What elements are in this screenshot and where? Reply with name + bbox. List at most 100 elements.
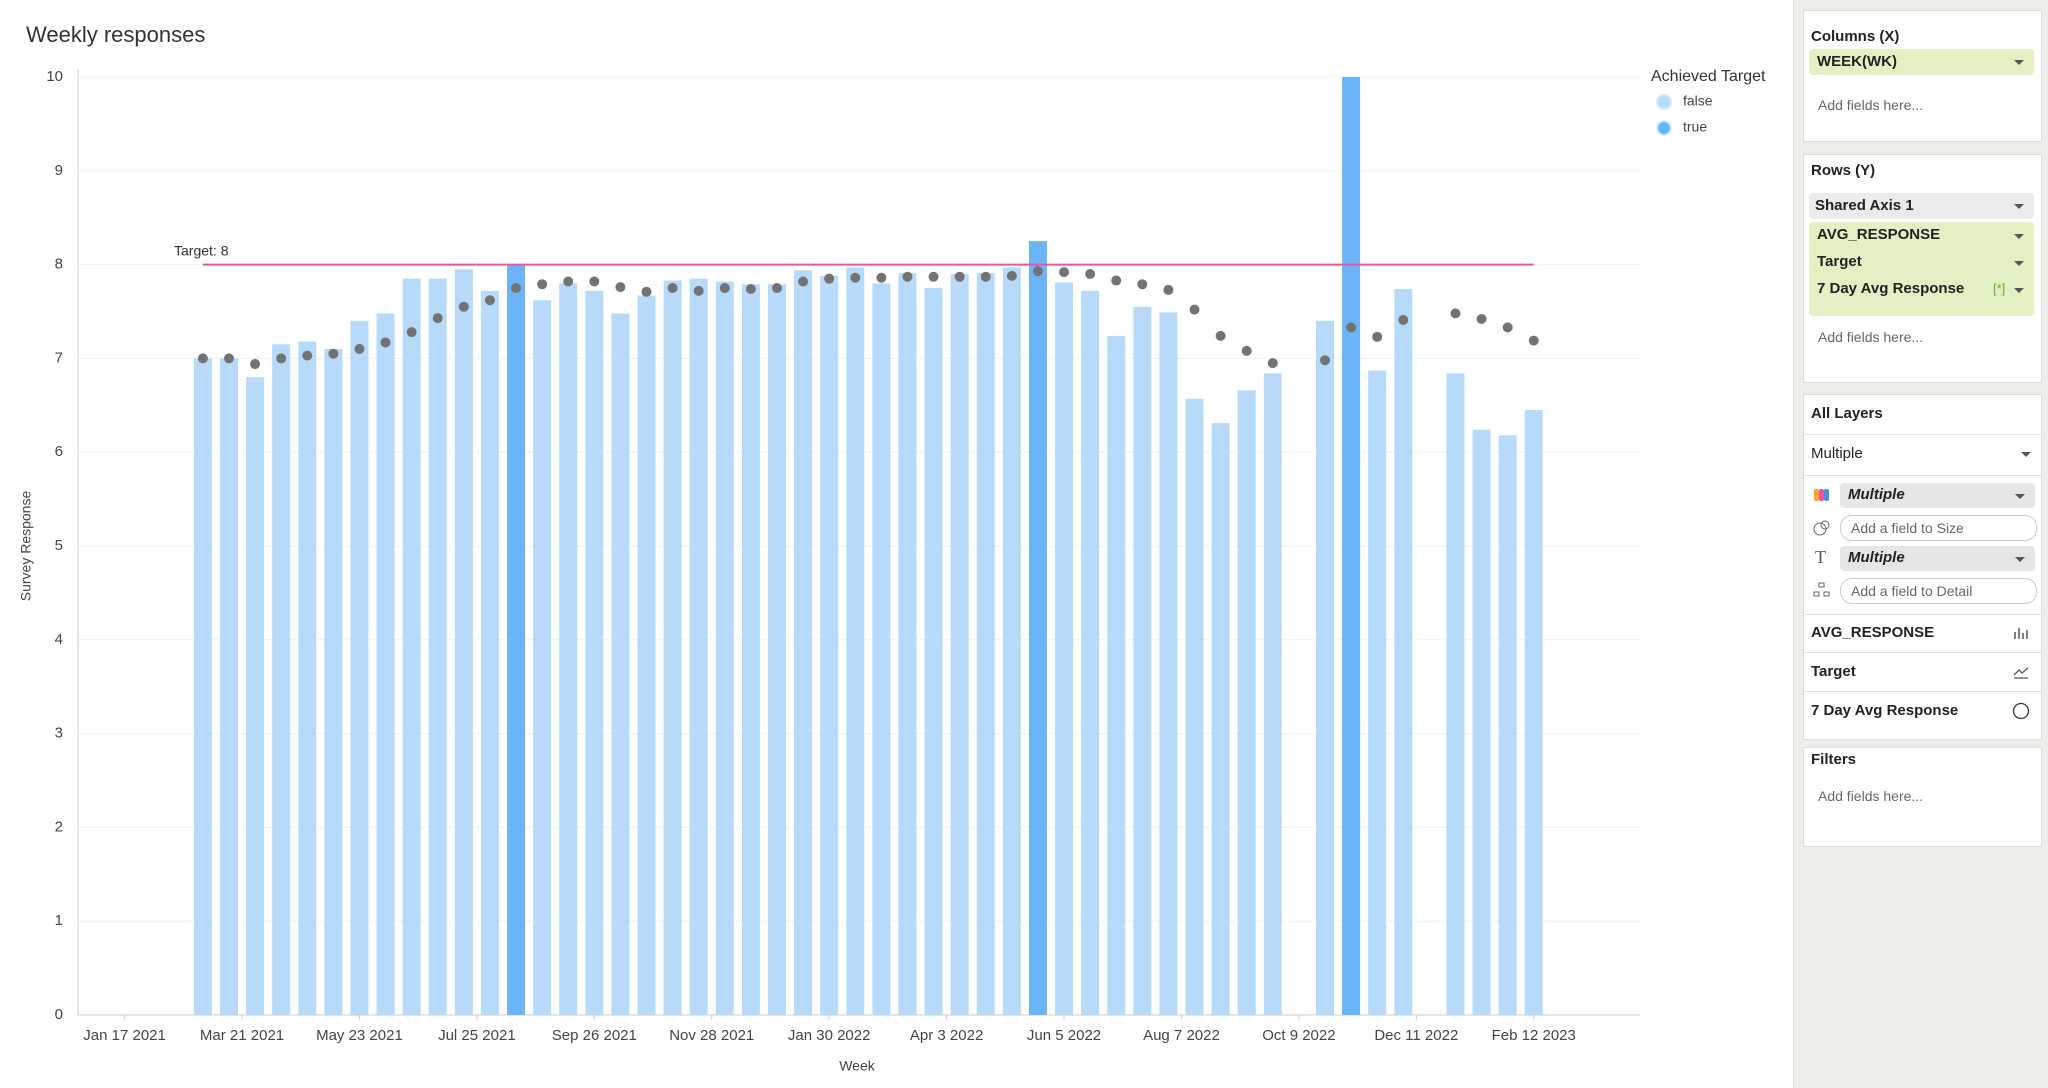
bar — [193, 358, 212, 1015]
y-tick-label: 8 — [55, 256, 63, 273]
field-pill[interactable]: WEEK(WK) — [1809, 49, 2034, 75]
avg-point — [302, 350, 313, 361]
bar — [1185, 398, 1204, 1015]
y-tick-label: 4 — [55, 631, 63, 648]
layer-item[interactable]: 7 Day Avg Response — [1811, 702, 1959, 719]
field-name[interactable]: 7 Day Avg Response — [1817, 280, 1965, 297]
avg-point — [1476, 314, 1487, 325]
bar — [507, 264, 526, 1016]
bar — [219, 358, 238, 1015]
bar — [741, 284, 760, 1016]
x-tick-label: Nov 28 2021 — [669, 1027, 754, 1044]
field-name[interactable]: AVG_RESPONSE — [1817, 226, 1941, 243]
x-tick-label: Aug 7 2022 — [1143, 1027, 1220, 1044]
placeholder: Add a field to Size — [1851, 520, 1964, 536]
placeholder[interactable]: Add fields here... — [1818, 97, 1924, 113]
bar — [1081, 290, 1100, 1015]
avg-point — [1398, 314, 1409, 325]
bar — [324, 349, 343, 1015]
color-icon — [1814, 489, 1829, 501]
layer-item[interactable]: AVG_RESPONSE — [1811, 624, 1935, 641]
avg-point — [406, 327, 417, 338]
avg-point — [1137, 279, 1148, 290]
axis-pill[interactable]: Shared Axis 1 — [1809, 193, 2034, 219]
avg-point — [824, 273, 835, 284]
bar — [846, 267, 865, 1015]
bar — [1368, 370, 1387, 1015]
field-name[interactable]: Target — [1817, 253, 1862, 270]
bar — [1002, 267, 1021, 1015]
y-tick-label: 7 — [55, 349, 63, 366]
avg-point — [1319, 355, 1330, 366]
circle-icon — [2012, 702, 2030, 720]
layer-item[interactable]: Target — [1811, 663, 1856, 680]
avg-point — [850, 272, 861, 283]
bar — [272, 344, 291, 1016]
y-tick-label: 6 — [55, 443, 63, 460]
line-icon — [2013, 667, 2029, 679]
avg-point — [589, 276, 600, 287]
y-tick-label: 10 — [46, 68, 63, 85]
bar — [1028, 241, 1047, 1015]
y-tick-label: 2 — [55, 818, 63, 835]
avg-point — [197, 353, 208, 364]
bar — [794, 270, 813, 1015]
encoding: Multiple — [1848, 486, 1905, 503]
avg-point — [250, 359, 261, 370]
legend-label: false — [1683, 93, 1713, 109]
legend-swatch — [1656, 120, 1672, 136]
text-pill[interactable]: Multiple — [1840, 546, 2035, 571]
x-tick-label: Dec 11 2022 — [1374, 1027, 1458, 1044]
bar — [1315, 320, 1334, 1015]
placeholder[interactable]: Add fields here... — [1818, 329, 1924, 345]
size-input[interactable]: Add a field to Size — [1840, 515, 2037, 541]
bar — [1446, 373, 1465, 1016]
badge: [*] — [1993, 281, 2006, 296]
annotation: Target: 8 — [174, 242, 229, 258]
avg-point — [223, 353, 234, 364]
x-tick-label: May 23 2021 — [316, 1027, 403, 1044]
legend-swatch — [1656, 94, 1672, 110]
avg-point — [1006, 270, 1017, 281]
placeholder[interactable]: Add fields here... — [1818, 788, 1924, 804]
detail-input[interactable]: Add a field to Detail — [1840, 578, 2037, 604]
bar — [246, 377, 265, 1015]
bar — [1133, 306, 1152, 1015]
avg-point — [1215, 330, 1226, 341]
encoding: Multiple — [1848, 549, 1905, 566]
layer-select[interactable]: Multiple — [1811, 445, 1863, 462]
bar — [637, 295, 656, 1016]
bar — [976, 273, 995, 1015]
chart-title: Weekly responses — [26, 22, 205, 47]
bar — [298, 341, 317, 1015]
legend-title: Achieved Target — [1651, 68, 1766, 85]
avg-point — [954, 271, 965, 282]
color-pill[interactable]: Multiple — [1840, 483, 2035, 508]
section-title: All Layers — [1811, 405, 1883, 422]
avg-point — [1085, 268, 1096, 279]
bar — [767, 284, 786, 1016]
x-tick-label: Jul 25 2021 — [438, 1027, 516, 1044]
bar — [350, 320, 369, 1015]
placeholder: Add a field to Detail — [1851, 583, 1973, 599]
x-tick-label: Sep 26 2021 — [552, 1027, 637, 1044]
bar — [1342, 77, 1361, 1015]
avg-point — [1450, 308, 1461, 319]
rows-box: Rows (Y) Shared Axis 1 AVG_RESPONSE Targ… — [1803, 154, 2042, 383]
bar — [402, 278, 421, 1015]
y-tick-label: 0 — [55, 1006, 63, 1023]
y-tick-label: 3 — [55, 725, 63, 742]
bar — [820, 275, 839, 1016]
avg-point — [1111, 275, 1122, 286]
bar — [1159, 312, 1178, 1015]
layers-box: All Layers Multiple Multiple Add a field… — [1803, 394, 2042, 740]
bar — [428, 278, 447, 1015]
size-icon — [1813, 520, 1830, 536]
avg-point — [563, 276, 574, 287]
x-tick-label: Jun 5 2022 — [1027, 1027, 1101, 1044]
section-title: Columns (X) — [1811, 28, 1900, 45]
avg-point — [354, 344, 365, 355]
avg-point — [980, 271, 991, 282]
text-icon: T — [1815, 547, 1826, 567]
axis-name: Shared Axis 1 — [1815, 197, 1914, 214]
